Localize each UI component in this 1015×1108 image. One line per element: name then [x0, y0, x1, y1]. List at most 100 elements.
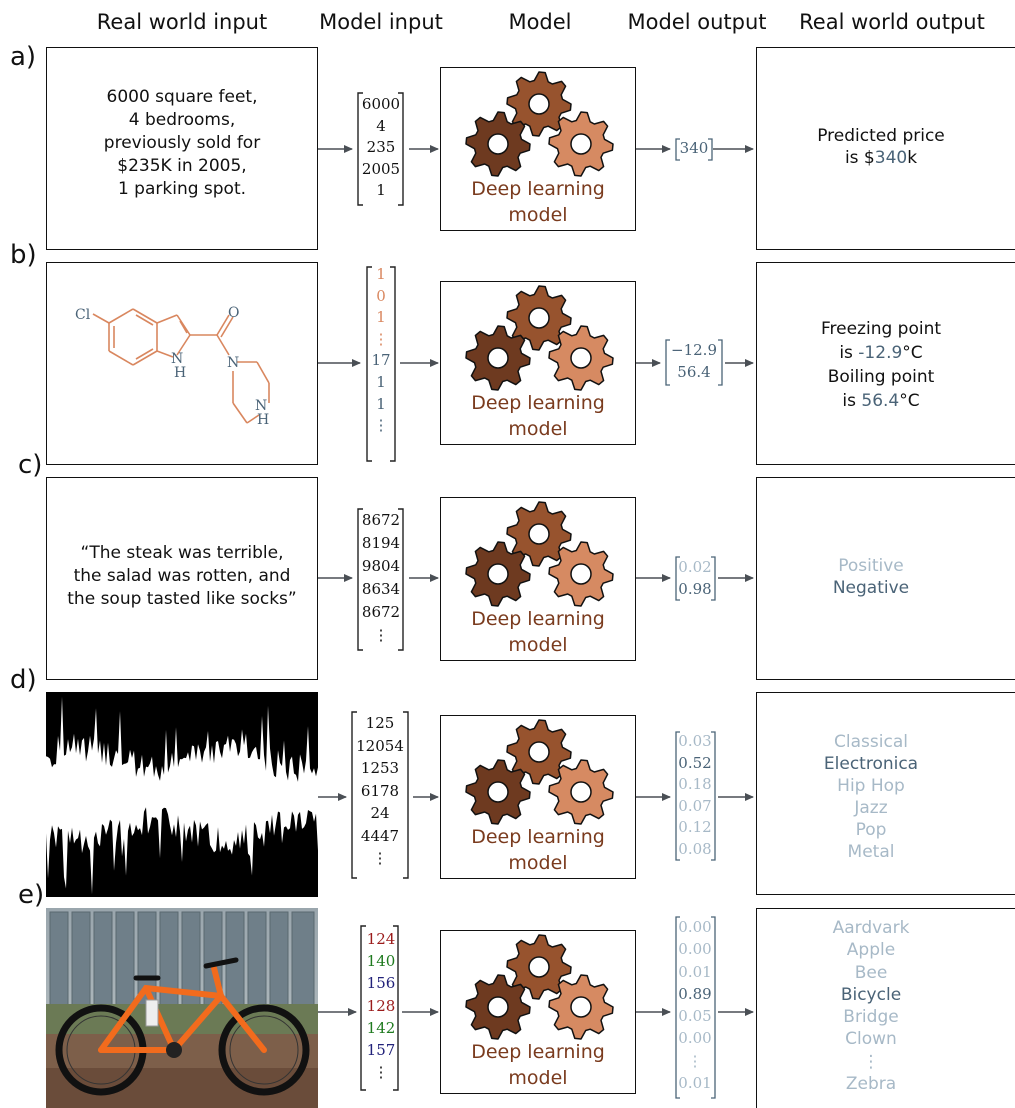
gear-hole [528, 741, 550, 763]
row-a-output-value: 340 [874, 148, 908, 168]
output-value: 0.89 [678, 984, 712, 1003]
atom-cl: Cl [75, 307, 91, 323]
bracket-e-in-left [360, 925, 366, 1091]
model-label-line1: Deep learning [471, 1041, 605, 1063]
bracket-a-in-left [357, 92, 363, 206]
class-bicycle: Bicycle [840, 984, 902, 1005]
atom-o: O [228, 305, 239, 321]
row-c-input-box: “The steak was terrible, the salad was r… [46, 477, 318, 680]
class-negative: Negative [832, 578, 910, 598]
atom-h-pip: H [257, 412, 269, 428]
vector-value: 6000 [361, 95, 401, 113]
boiling-is: is [842, 391, 862, 411]
vector-value: 12054 [356, 736, 404, 755]
row-d-output-box: Classical Electronica Hip Hop Jazz Pop M… [756, 692, 1015, 895]
bracket-b-in-right [390, 266, 396, 462]
output-value: 56.4 [677, 362, 711, 381]
vector-value: 2005 [361, 159, 401, 178]
vector-value: ⋮ [373, 1063, 389, 1082]
row-a-input-line: 1 parking spot. [117, 179, 247, 199]
vector-value: 1 [376, 265, 386, 283]
vector-value: 1 [376, 372, 386, 391]
vector-value: ⋮ [373, 626, 389, 644]
atom-n-ring: N [171, 351, 183, 367]
output-value: ⋮ [687, 1051, 703, 1070]
row-c-output-vector: 0.02 0.98 [677, 557, 713, 600]
freezing-line: is -12.9°C [757, 341, 1005, 365]
class-bridge: Bridge [843, 1007, 899, 1028]
molecule-diagram: Cl O N H N N H [75, 305, 270, 428]
row-a-input-box: 6000 square feet, 4 bedrooms, previously… [46, 47, 318, 250]
vector-value: 157 [366, 1041, 396, 1060]
row-e-input-vector: 124 140 156 128 142 157 ⋮ [364, 928, 398, 1083]
vector-value: 140 [366, 952, 396, 971]
model-label: Deep learning model [441, 824, 635, 876]
gears-icon [465, 501, 614, 607]
vector-value: 1253 [360, 759, 400, 777]
bracket-e-out-right [711, 916, 716, 1099]
header-real-world-output: Real world output [799, 10, 985, 34]
row-a-output-line2: is $340k [757, 147, 1005, 169]
class-positive: Positive [838, 556, 904, 576]
output-value: 340 [679, 139, 709, 157]
row-a-output-box: Predicted price is $340k [756, 47, 1015, 250]
bracket-a-out-right [708, 138, 713, 161]
gears-icon [465, 934, 614, 1040]
gear-hole [487, 781, 509, 803]
output-value: 0.00 [678, 1029, 712, 1048]
gear-hole [570, 133, 592, 155]
bracket-b-out-right [718, 339, 723, 386]
row-a-input-line: $235K in 2005, [117, 156, 247, 176]
gear-hole [570, 347, 592, 369]
output-value: 0.52 [678, 753, 712, 772]
gears-icon [465, 285, 614, 391]
gears-icon [465, 71, 614, 177]
model-label-line2: model [508, 1067, 568, 1089]
output-value: 0.98 [678, 579, 712, 598]
gear-hole [528, 307, 550, 329]
row-c-model-box: Deep learning model [440, 497, 636, 661]
gear-hole [487, 996, 509, 1018]
bracket-a-in-right [398, 92, 404, 206]
bracket-c-out-left [675, 556, 680, 601]
vector-value: ⋮ [372, 849, 388, 867]
row-e-model-box: Deep learning model [440, 930, 636, 1094]
header-model-output: Model output [627, 10, 767, 34]
vector-value: 9804 [361, 557, 401, 575]
bracket-d-in-left [351, 711, 357, 879]
gear-hole [487, 347, 509, 369]
row-a-input-vector: 6000 4 235 2005 1 [360, 94, 402, 202]
boiling-label: Boiling point [827, 367, 935, 387]
freezing-unit: °C [902, 343, 923, 363]
gear-hole [528, 523, 550, 545]
vector-value: 1 [376, 394, 386, 413]
vector-value: ⋮ [373, 416, 389, 435]
boiling-line: is 56.4°C [757, 389, 1005, 413]
model-label-line2: model [508, 852, 568, 874]
gear-hole [570, 996, 592, 1018]
model-label-line1: Deep learning [471, 392, 605, 414]
row-e-output-vector: 0.00 0.00 0.01 0.89 0.05 0.00 ⋮ 0.01 [677, 916, 713, 1094]
row-a-model-box: Deep learning model [440, 67, 636, 231]
row-c-input-vector: 8672 8194 9804 8634 8672 ⋮ [360, 509, 402, 647]
audio-waveform [46, 692, 318, 897]
output-value: 0.02 [678, 558, 712, 576]
vector-value: 8672 [361, 511, 401, 529]
atom-n-pip: N [255, 398, 267, 414]
model-label: Deep learning model [441, 390, 635, 442]
class-bee: Bee [854, 962, 888, 983]
row-label-c: c) [18, 450, 43, 480]
row-a-output-vector: 340 [678, 138, 710, 160]
bracket-b-out-left [665, 339, 670, 386]
row-d-model-box: Deep learning model [440, 715, 636, 879]
row-label-e: e) [18, 880, 45, 910]
vector-value: 24 [370, 804, 390, 822]
class-classical: Classical [834, 732, 908, 752]
boiling-unit: °C [899, 391, 920, 411]
boiling-value: 56.4 [861, 391, 900, 411]
row-a-output-suffix: k [907, 148, 918, 168]
class-aardvark: Aardvark [832, 918, 910, 938]
row-d-input-vector: 125 12054 1253 6178 24 4447 ⋮ [354, 712, 406, 870]
model-label-line2: model [508, 634, 568, 656]
